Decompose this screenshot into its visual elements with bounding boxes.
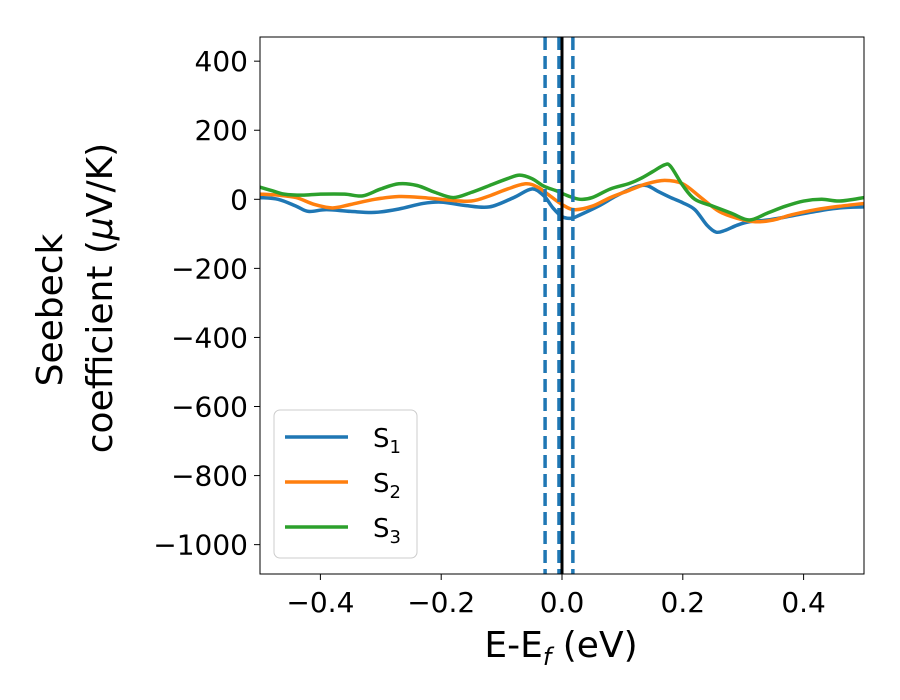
- series-line-s3: [260, 162, 864, 222]
- y-tick-label: −1000: [153, 529, 248, 562]
- y-tick-label: −600: [171, 391, 248, 424]
- x-tick-label: 0.2: [661, 586, 706, 619]
- y-tick-label: −800: [171, 460, 248, 493]
- y-axis: 400 200 0 −200 −400 −600 −800 −1000: [153, 45, 260, 562]
- x-tick-label: 0.0: [540, 586, 585, 619]
- x-axis-label: E-Ef (eV): [484, 625, 637, 671]
- y-axis-label-line2: coefficient (μV/K): [80, 143, 121, 453]
- y-tick-label: 200: [195, 114, 248, 147]
- y-tick-label: −200: [171, 252, 248, 285]
- y-tick-label: −400: [171, 321, 248, 354]
- legend-label-s3: S3: [373, 514, 401, 548]
- x-tick-label: 0.4: [781, 586, 826, 619]
- y-axis-label: Seebeck coefficient (μV/K): [30, 143, 121, 453]
- y-axis-label-line1: Seebeck: [30, 233, 71, 386]
- series-line-s1: [260, 183, 864, 235]
- x-tick-label: −0.4: [286, 586, 354, 619]
- x-axis: −0.4 −0.2 0.0 0.2 0.4: [286, 574, 826, 619]
- plot-area: [260, 37, 864, 574]
- x-tick-label: −0.2: [407, 586, 475, 619]
- legend: S1 S2 S3: [273, 409, 418, 559]
- legend-label-s1: S1: [373, 424, 401, 458]
- fermi-level-markers: [543, 37, 575, 574]
- legend-label-s2: S2: [373, 469, 401, 503]
- y-tick-label: 400: [195, 45, 248, 78]
- legend-box: [273, 409, 418, 559]
- y-tick-label: 0: [230, 183, 248, 216]
